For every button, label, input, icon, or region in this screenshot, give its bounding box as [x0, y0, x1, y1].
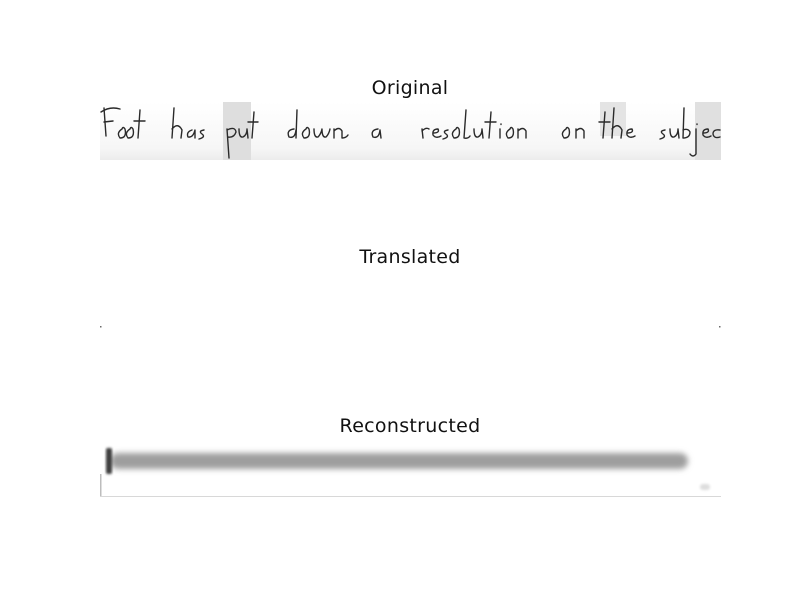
- bottom-edge-line: [100, 496, 721, 497]
- original-handwriting-svg: [100, 102, 721, 160]
- blurred-stroke-band: [110, 453, 688, 469]
- left-edge-line: [100, 474, 102, 496]
- translated-background: [100, 271, 721, 329]
- original-image: [100, 102, 721, 160]
- handwriting-strokes: [100, 107, 721, 159]
- dark-left-mark: [106, 448, 112, 474]
- corner-speck-right: [719, 326, 721, 328]
- translated-title: Translated: [359, 246, 461, 268]
- translated-svg: [100, 271, 721, 329]
- corner-speck-left: [100, 326, 102, 328]
- translated-image: [100, 271, 721, 329]
- right-smudge: [700, 484, 710, 490]
- reconstructed-image: [100, 440, 721, 498]
- reconstructed-title: Reconstructed: [339, 415, 481, 437]
- reconstructed-svg: [100, 440, 721, 498]
- original-title: Original: [371, 77, 449, 99]
